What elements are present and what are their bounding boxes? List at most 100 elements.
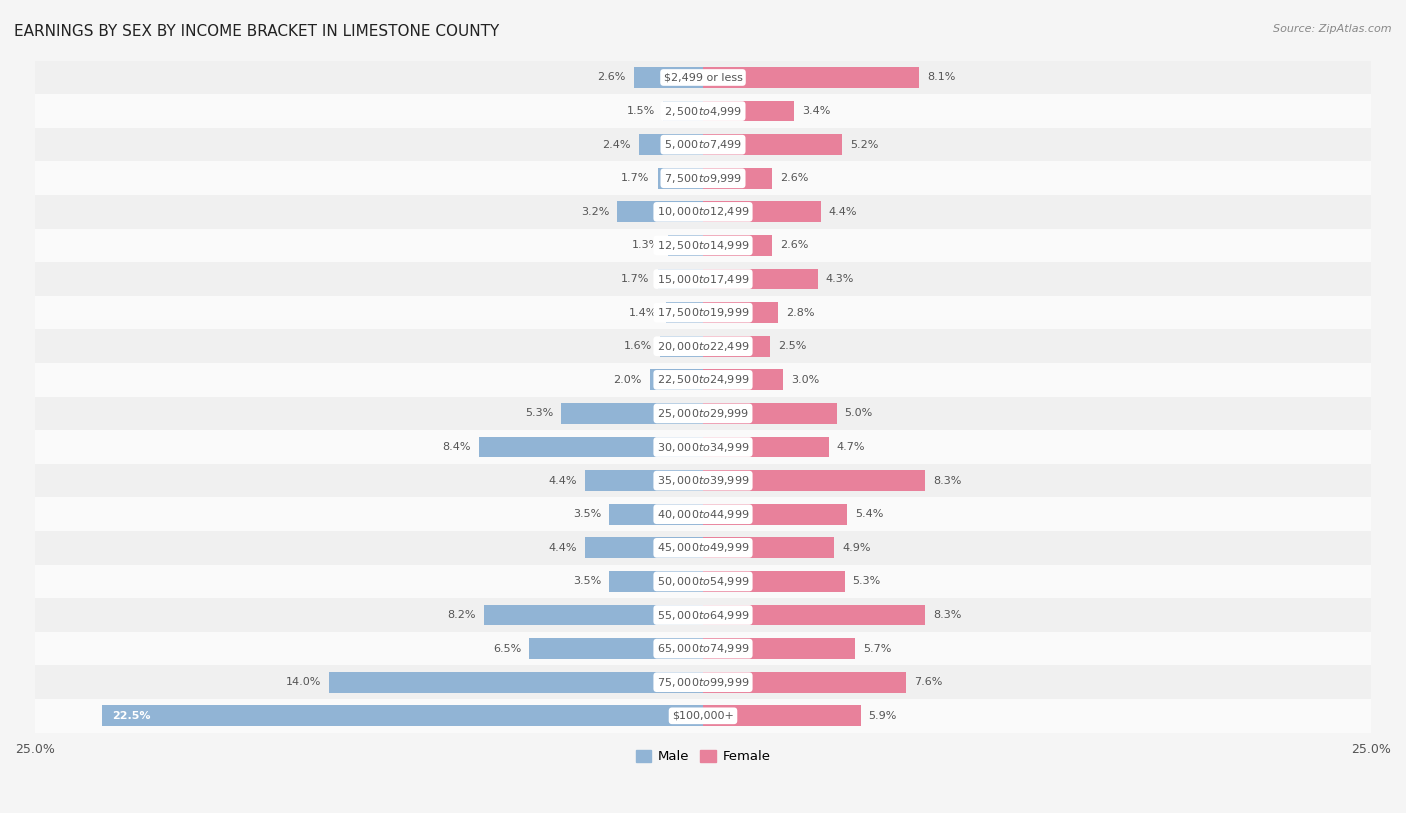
Text: 1.7%: 1.7%	[621, 274, 650, 284]
Text: 6.5%: 6.5%	[494, 644, 522, 654]
Bar	[35, 296, 1371, 329]
Text: 1.5%: 1.5%	[627, 106, 655, 116]
Bar	[35, 531, 1371, 564]
Text: 8.4%: 8.4%	[441, 442, 471, 452]
Bar	[703, 302, 778, 323]
Bar	[703, 134, 842, 155]
Text: $15,000 to $17,499: $15,000 to $17,499	[657, 272, 749, 285]
Text: 3.5%: 3.5%	[574, 509, 602, 520]
Text: 5.3%: 5.3%	[852, 576, 882, 586]
Bar	[35, 228, 1371, 263]
Bar	[703, 437, 828, 458]
Bar	[703, 268, 818, 289]
Text: 4.4%: 4.4%	[548, 476, 578, 485]
Text: 8.3%: 8.3%	[932, 610, 962, 620]
Text: 5.3%: 5.3%	[524, 408, 554, 419]
Text: $75,000 to $99,999: $75,000 to $99,999	[657, 676, 749, 689]
Text: $100,000+: $100,000+	[672, 711, 734, 721]
Bar	[662, 101, 703, 121]
Text: $2,499 or less: $2,499 or less	[664, 72, 742, 82]
Legend: Male, Female: Male, Female	[630, 745, 776, 768]
Bar	[650, 369, 703, 390]
Text: 4.7%: 4.7%	[837, 442, 865, 452]
Bar	[35, 94, 1371, 128]
Bar	[665, 302, 703, 323]
Text: 3.5%: 3.5%	[574, 576, 602, 586]
Text: 1.6%: 1.6%	[624, 341, 652, 351]
Bar	[658, 167, 703, 189]
Bar	[703, 369, 783, 390]
Text: EARNINGS BY SEX BY INCOME BRACKET IN LIMESTONE COUNTY: EARNINGS BY SEX BY INCOME BRACKET IN LIM…	[14, 24, 499, 39]
Text: 2.4%: 2.4%	[602, 140, 631, 150]
Bar	[661, 336, 703, 357]
Text: 2.6%: 2.6%	[780, 241, 808, 250]
Text: $5,000 to $7,499: $5,000 to $7,499	[664, 138, 742, 151]
Bar	[35, 195, 1371, 228]
Text: $50,000 to $54,999: $50,000 to $54,999	[657, 575, 749, 588]
Bar	[703, 672, 905, 693]
Bar	[703, 101, 794, 121]
Text: 5.9%: 5.9%	[869, 711, 897, 721]
Bar	[703, 470, 925, 491]
Bar	[35, 162, 1371, 195]
Bar	[703, 235, 772, 256]
Bar	[658, 268, 703, 289]
Bar	[703, 336, 770, 357]
Text: 5.2%: 5.2%	[851, 140, 879, 150]
Bar	[703, 504, 848, 524]
Bar	[35, 632, 1371, 665]
Bar	[703, 638, 855, 659]
Bar	[634, 67, 703, 88]
Text: Source: ZipAtlas.com: Source: ZipAtlas.com	[1274, 24, 1392, 34]
Text: 4.3%: 4.3%	[825, 274, 855, 284]
Text: 3.4%: 3.4%	[801, 106, 831, 116]
Text: 1.4%: 1.4%	[630, 307, 658, 318]
Text: 2.6%: 2.6%	[598, 72, 626, 82]
Bar	[703, 571, 845, 592]
Text: $22,500 to $24,999: $22,500 to $24,999	[657, 373, 749, 386]
Text: $12,500 to $14,999: $12,500 to $14,999	[657, 239, 749, 252]
Bar	[703, 706, 860, 726]
Text: 4.4%: 4.4%	[828, 207, 858, 217]
Text: 8.3%: 8.3%	[932, 476, 962, 485]
Bar	[35, 464, 1371, 498]
Text: 8.2%: 8.2%	[447, 610, 475, 620]
Text: $55,000 to $64,999: $55,000 to $64,999	[657, 608, 749, 621]
Bar	[35, 598, 1371, 632]
Text: 3.0%: 3.0%	[792, 375, 820, 385]
Text: 2.8%: 2.8%	[786, 307, 814, 318]
Bar	[35, 61, 1371, 94]
Bar	[35, 363, 1371, 397]
Text: 2.6%: 2.6%	[780, 173, 808, 183]
Text: 4.4%: 4.4%	[548, 543, 578, 553]
Text: 22.5%: 22.5%	[112, 711, 150, 721]
Text: 5.7%: 5.7%	[863, 644, 891, 654]
Bar	[35, 564, 1371, 598]
Text: $30,000 to $34,999: $30,000 to $34,999	[657, 441, 749, 454]
Bar	[703, 537, 834, 559]
Text: $45,000 to $49,999: $45,000 to $49,999	[657, 541, 749, 554]
Bar	[35, 329, 1371, 363]
Bar	[478, 437, 703, 458]
Bar	[585, 470, 703, 491]
Bar	[609, 504, 703, 524]
Bar	[35, 665, 1371, 699]
Bar	[585, 537, 703, 559]
Bar	[35, 128, 1371, 162]
Text: $65,000 to $74,999: $65,000 to $74,999	[657, 642, 749, 655]
Text: 7.6%: 7.6%	[914, 677, 942, 687]
Bar	[638, 134, 703, 155]
Text: $10,000 to $12,499: $10,000 to $12,499	[657, 206, 749, 219]
Text: $17,500 to $19,999: $17,500 to $19,999	[657, 307, 749, 320]
Text: $7,500 to $9,999: $7,500 to $9,999	[664, 172, 742, 185]
Text: $2,500 to $4,999: $2,500 to $4,999	[664, 105, 742, 118]
Bar	[703, 605, 925, 625]
Bar	[703, 403, 837, 424]
Bar	[703, 202, 821, 222]
Text: 5.0%: 5.0%	[845, 408, 873, 419]
Bar	[617, 202, 703, 222]
Bar	[703, 167, 772, 189]
Text: 1.3%: 1.3%	[631, 241, 661, 250]
Text: $35,000 to $39,999: $35,000 to $39,999	[657, 474, 749, 487]
Bar	[35, 263, 1371, 296]
